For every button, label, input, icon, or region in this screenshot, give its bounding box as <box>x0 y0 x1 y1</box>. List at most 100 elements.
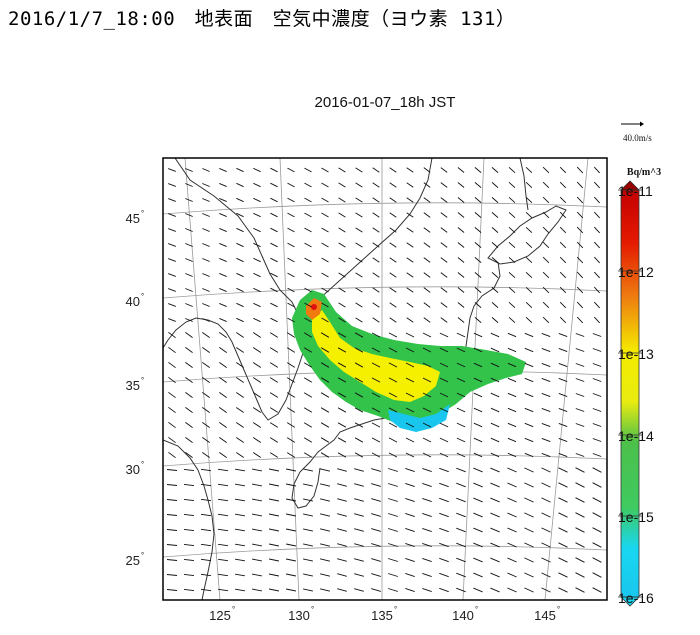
wind-vector <box>286 452 296 458</box>
wind-vector <box>166 529 178 531</box>
wind-vector <box>490 527 500 533</box>
wind-vector <box>558 572 568 578</box>
wind-vector <box>456 587 466 593</box>
wind-vector <box>338 227 346 233</box>
wind-vector <box>559 166 567 174</box>
wind-vector <box>185 258 193 262</box>
wind-vector <box>287 272 295 278</box>
wind-vector <box>473 332 483 338</box>
wind-vector <box>490 467 500 473</box>
wind-vector <box>541 422 551 428</box>
wind-vector <box>218 528 228 532</box>
wind-vector <box>473 587 483 593</box>
wind-vector <box>422 587 432 593</box>
wind-vector <box>525 316 533 324</box>
wind-vector <box>388 558 398 562</box>
wind-vector <box>422 512 432 518</box>
wind-vector <box>559 316 567 324</box>
wind-vector <box>507 467 517 473</box>
wind-vector <box>202 228 210 232</box>
wind-vector <box>406 197 414 203</box>
wind-vector <box>200 513 212 517</box>
wind-vector <box>355 227 363 233</box>
lat-deg-30: ° <box>141 460 144 469</box>
wind-vector <box>269 528 279 532</box>
wind-vector <box>525 196 533 204</box>
wind-vector <box>490 377 500 383</box>
wind-vector <box>319 558 331 562</box>
wind-vector <box>457 257 465 263</box>
wind-vector <box>337 437 347 443</box>
wind-vector <box>320 437 330 443</box>
wind-vector <box>354 392 364 398</box>
wind-vector <box>593 316 601 324</box>
wind-vector <box>542 211 550 219</box>
wind-vector <box>287 317 295 323</box>
wind-vector <box>575 408 585 412</box>
wind-vector <box>422 377 432 383</box>
wind-vector <box>388 528 398 532</box>
wind-vector <box>440 272 448 278</box>
wind-vector <box>524 347 534 353</box>
wind-vector <box>456 377 466 383</box>
wind-vector <box>269 437 279 443</box>
wind-vector <box>592 423 602 427</box>
wind-vector <box>456 392 466 398</box>
wind-vector <box>320 377 330 383</box>
wind-vector <box>524 407 534 413</box>
wind-vector <box>166 499 178 501</box>
wind-vector <box>440 182 448 188</box>
wind-vector <box>592 527 602 533</box>
wind-vector <box>355 317 363 323</box>
wind-vector <box>219 407 227 413</box>
wind-vector <box>507 437 517 443</box>
wind-vector <box>423 227 431 233</box>
wind-vector <box>389 257 397 263</box>
wind-vector <box>456 332 466 338</box>
wind-vector <box>524 527 534 533</box>
wind-vector <box>541 437 551 443</box>
wind-vector <box>474 257 482 263</box>
wind-vector <box>525 181 533 189</box>
wind-vector <box>304 317 312 323</box>
wind-vector <box>422 467 432 473</box>
wind-vector <box>422 572 432 578</box>
wind-vector <box>338 242 346 248</box>
wind-vector <box>592 572 602 578</box>
wind-vector <box>490 572 500 578</box>
wind-vector <box>491 197 499 203</box>
wind-vector <box>372 287 380 293</box>
wind-vector <box>490 482 500 488</box>
wind-vector <box>269 377 279 383</box>
wind-vector <box>304 302 312 308</box>
wind-vector <box>286 437 296 443</box>
wind-vector <box>491 167 499 173</box>
wind-vector <box>439 557 449 563</box>
wind-vector <box>371 347 381 353</box>
wind-vector <box>202 243 210 247</box>
wind-vector <box>253 287 261 293</box>
wind-vector <box>542 301 550 309</box>
wind-vector <box>202 303 210 307</box>
wind-vector <box>542 166 550 174</box>
wind-vector <box>456 347 466 353</box>
wind-vector <box>253 182 261 188</box>
wind-vector <box>269 513 279 517</box>
wind-vector <box>507 557 517 563</box>
wind-vector <box>405 407 415 413</box>
wind-vector <box>354 483 364 487</box>
wind-vector <box>286 468 296 472</box>
wind-vector <box>593 286 601 294</box>
wind-vector <box>168 436 176 444</box>
wind-vector <box>388 392 398 398</box>
wind-vector <box>270 302 278 308</box>
wind-vector <box>270 242 278 248</box>
wind-vector <box>440 197 448 203</box>
wind-vector <box>440 302 448 308</box>
wind-vector <box>473 542 483 548</box>
wind-vector <box>405 542 415 548</box>
wind-vector <box>524 557 534 563</box>
lat-label-35: 35 <box>126 378 140 393</box>
wind-vector <box>508 196 516 204</box>
wind-vector <box>354 528 364 532</box>
